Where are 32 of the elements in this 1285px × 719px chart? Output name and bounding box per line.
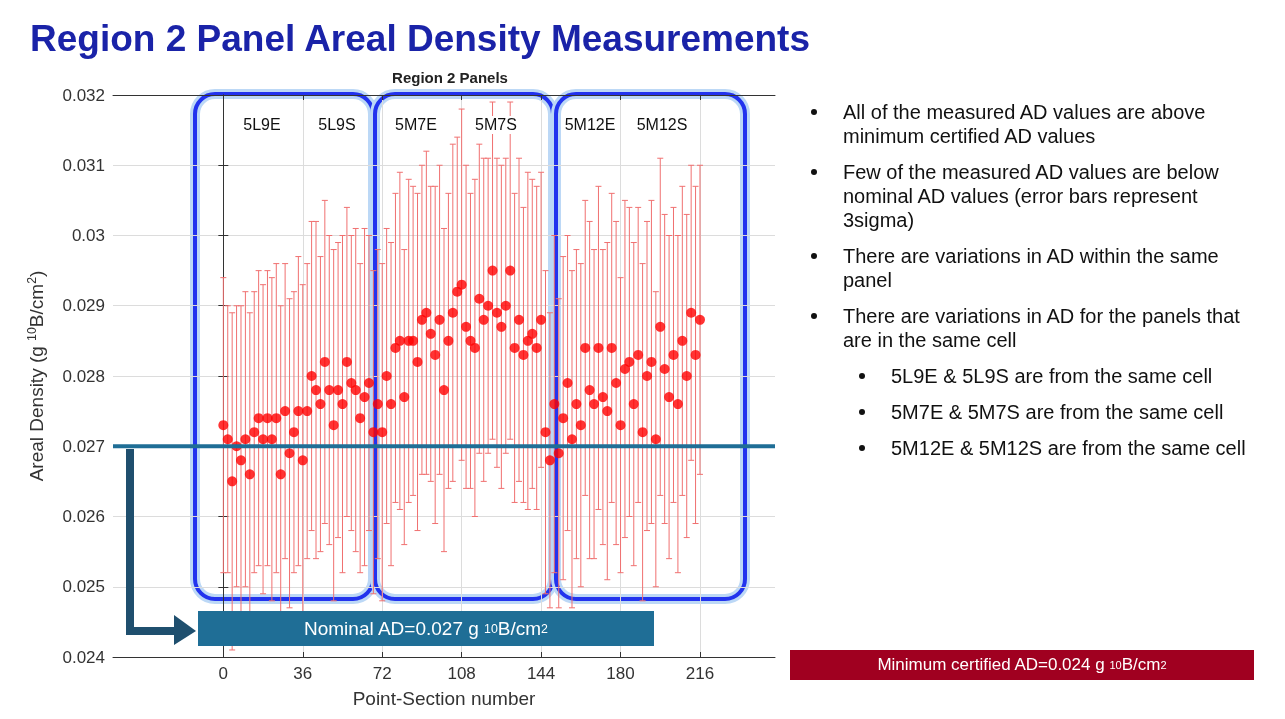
text: There are variations in AD within the same panel (843, 245, 1219, 291)
y-tick-label: 0.025 (62, 577, 105, 597)
text: 5L9E & 5L9S are from the same cell (891, 365, 1213, 387)
annotation: 5M12E (562, 116, 618, 134)
y-tick-label: 0.026 (62, 507, 105, 526)
y-tick-label: 0.029 (62, 296, 105, 316)
annotation: 5M7S (473, 116, 519, 134)
annotation: 5L9S (316, 116, 358, 134)
y-tick-label: 0.027 (62, 436, 105, 456)
y-tick-label: 0.024 (62, 647, 105, 667)
y-tick-label: 0.031 (62, 155, 105, 175)
y-tick-label: 0.03 (71, 226, 105, 245)
annotation: 5M12S (634, 116, 690, 134)
annotation: 5M7E (393, 116, 439, 134)
x-tick-label: 108 (447, 664, 476, 683)
x-tick-label: 36 (293, 664, 313, 683)
chart-title: Region 2 Panel Areal Density Measurements (30, 18, 811, 60)
y-tick-label: 0.028 (62, 366, 105, 386)
x-tick-label: 72 (372, 664, 392, 683)
x-tick-label: 216 (685, 664, 715, 683)
text: Few of the measured AD values are below nominal AD values (error bars represent 3sigma) (843, 161, 1219, 231)
annotation: 5L9E (241, 116, 283, 134)
x-tick-label: 0 (218, 664, 229, 683)
x-tick-label: 180 (606, 664, 635, 683)
chart-subtitle: Region 2 Panels (392, 69, 508, 86)
x-axis-title: Point-Section number (352, 688, 537, 709)
text: 5M12E & 5M12S are from the same cell (891, 437, 1246, 459)
text: 5M7E & 5M7S are from the same cell (891, 401, 1224, 423)
text: All of the measured AD values are above minimum certified AD values (843, 101, 1206, 147)
y-tick-label: 0.032 (62, 85, 105, 105)
text: There are variations in AD for the panels that are in the same cell (843, 305, 1240, 351)
x-tick-label: 144 (526, 664, 556, 683)
